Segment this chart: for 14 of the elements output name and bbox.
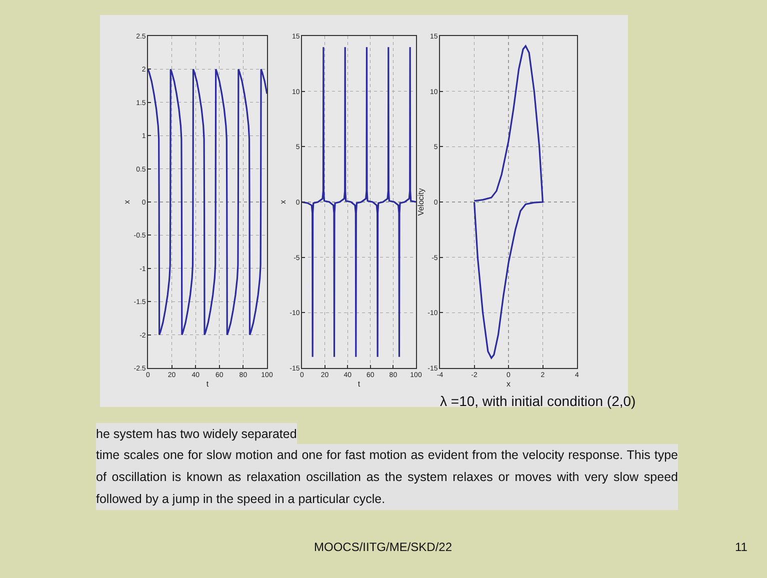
y-axis-title: x (122, 200, 132, 204)
y-axis-title: x (278, 200, 288, 204)
line-series (473, 45, 544, 359)
y-axis-title: Velocity (416, 188, 426, 216)
line-series (148, 68, 267, 336)
x-axis-title: x (506, 379, 510, 388)
line-series (302, 46, 416, 358)
text: λ =10, with initial condition (2,0) (440, 393, 636, 409)
text: he system has two widely separated (96, 423, 297, 445)
text: MOOCS/IITG/ME/SKD/22 (312, 540, 454, 554)
text: time scales one for slow motion and one for fast motion as evident from the velocity response. This type of oscillation is known as relaxation oscillation as the system relaxes or moves with very slow speed followed by a jump in the speed in a particular cycle. (96, 444, 678, 510)
x-axis-title: t (206, 379, 210, 388)
text: 11 (735, 540, 748, 554)
x-axis-title: t (358, 379, 361, 388)
